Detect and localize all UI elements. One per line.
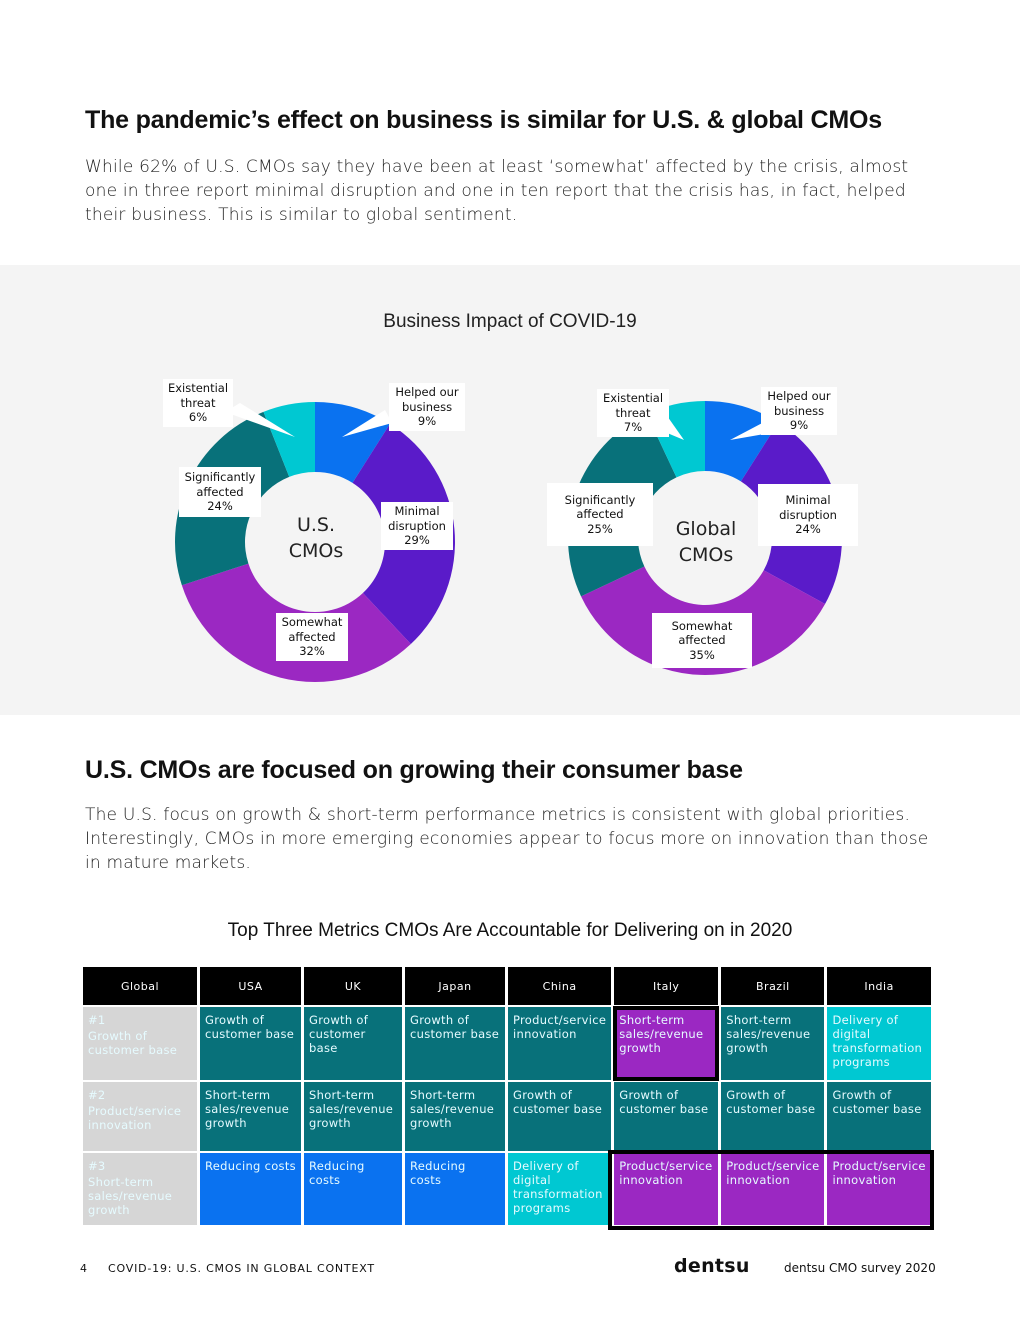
global-callout-existential: Existential threat 7% <box>597 389 669 437</box>
table-cell: Short-term sales/revenue growth <box>304 1082 402 1151</box>
global-callout-significantly: Significantly affected 25% <box>547 483 653 546</box>
footer-section-title: COVID-19: U.S. CMOS IN GLOBAL CONTEXT <box>108 1262 375 1275</box>
us-callout-minimal: Minimal disruption 29% <box>381 502 453 550</box>
table-cell: Short-term sales/revenue growth <box>405 1082 505 1151</box>
section-title-consumer-base: U.S. CMOs are focused on growing their c… <box>85 756 743 784</box>
us-callout-significantly: Significantly affected 24% <box>179 467 261 517</box>
footer-survey-name: dentsu CMO survey 2020 <box>784 1261 936 1275</box>
table-cell: Delivery of digital transformation progr… <box>827 1007 931 1080</box>
global-callout-somewhat: Somewhat affected 35% <box>652 613 752 668</box>
table-cell: Growth of customer base <box>304 1007 402 1080</box>
us-slice-existential-threat <box>263 402 315 477</box>
col-header-italy: Italy <box>614 967 719 1005</box>
table-cell: Reducing costs <box>200 1153 301 1225</box>
table-cell-highlighted: Short-term sales/revenue growth <box>613 1006 720 1081</box>
table-cell: Growth of customer base <box>508 1082 612 1151</box>
col-header-uk: UK <box>304 967 402 1005</box>
global-slice-helped-our-business <box>705 401 779 482</box>
table-cell: Short-term sales/revenue growth <box>721 1007 825 1080</box>
col-header-usa: USA <box>200 967 301 1005</box>
global-helped-pointer <box>730 420 770 440</box>
table-cell: Growth of customer base <box>405 1007 505 1080</box>
table-row: #2 Product/service innovation Short-term … <box>83 1082 931 1151</box>
global-center-line-1: Global <box>675 518 737 540</box>
table-cell: Product/service innovation <box>614 1153 719 1225</box>
table-cell: Reducing costs <box>304 1153 402 1225</box>
us-callout-existential: Existential threat 6% <box>163 379 233 427</box>
us-existential-pointer <box>225 403 295 437</box>
us-callout-helped: Helped our business 9% <box>389 383 465 431</box>
row-header-1: #1 Growth of customer base <box>83 1007 197 1080</box>
table-row: #3 Short-term sales/revenue growth Reduci… <box>83 1153 931 1225</box>
global-callout-helped: Helped our business 9% <box>761 387 837 435</box>
chart-title: Business Impact of COVID-19 <box>383 311 637 332</box>
global-donut-center-label: Global CMOs <box>656 516 756 568</box>
table-cell: Growth of customer base <box>614 1082 719 1151</box>
col-header-japan: Japan <box>405 967 505 1005</box>
us-helped-pointer <box>342 410 392 437</box>
table-cell: Short-term sales/revenue growth <box>200 1082 301 1151</box>
us-center-line-1: U.S. <box>296 514 336 536</box>
row-header-3: #3 Short-term sales/revenue growth <box>83 1153 197 1225</box>
table-row: #1 Growth of customer base Growth of cust… <box>83 1006 931 1081</box>
table-cell: Growth of customer base <box>200 1007 301 1080</box>
section-intro-consumer-base: The U.S. focus on growth & short-term pe… <box>85 805 929 873</box>
dentsu-logo: dentsu <box>674 1255 750 1277</box>
table-cell: Growth of customer base <box>721 1082 825 1151</box>
col-header-india: India <box>827 967 931 1005</box>
col-header-brazil: Brazil <box>721 967 825 1005</box>
global-center-line-2: CMOs <box>678 544 734 566</box>
table-cell: Product/service innovation <box>827 1153 931 1225</box>
donut-charts <box>174 401 843 682</box>
table-cell: Reducing costs <box>405 1153 505 1225</box>
table-cell: Product/service innovation <box>721 1153 825 1225</box>
table-cell: Product/service innovation <box>508 1007 612 1080</box>
us-callout-somewhat: Somewhat affected 32% <box>276 613 348 661</box>
row-header-2: #2 Product/service innovation <box>83 1082 197 1151</box>
section-title-pandemic-effect: The pandemic’s effect on business is sim… <box>85 106 882 134</box>
table-cell: Delivery of digital transformation progr… <box>508 1153 612 1225</box>
section-intro-pandemic-effect: While 62% of U.S. CMOs say they have bee… <box>85 157 909 225</box>
col-header-global: Global <box>83 967 197 1005</box>
table-header-row: Global USA UK Japan China Italy Brazil I… <box>83 967 931 1005</box>
table-title: Top Three Metrics CMOs Are Accountable f… <box>227 920 793 941</box>
us-donut-center-label: U.S. CMOs <box>266 512 366 564</box>
col-header-china: China <box>508 967 612 1005</box>
metrics-table: Global USA UK Japan China Italy Brazil I… <box>80 965 934 1227</box>
page-number: 4 <box>80 1262 87 1275</box>
global-callout-minimal: Minimal disruption 24% <box>758 484 858 546</box>
table-cell: Growth of customer base <box>827 1082 931 1151</box>
us-center-line-2: CMOs <box>288 540 344 562</box>
